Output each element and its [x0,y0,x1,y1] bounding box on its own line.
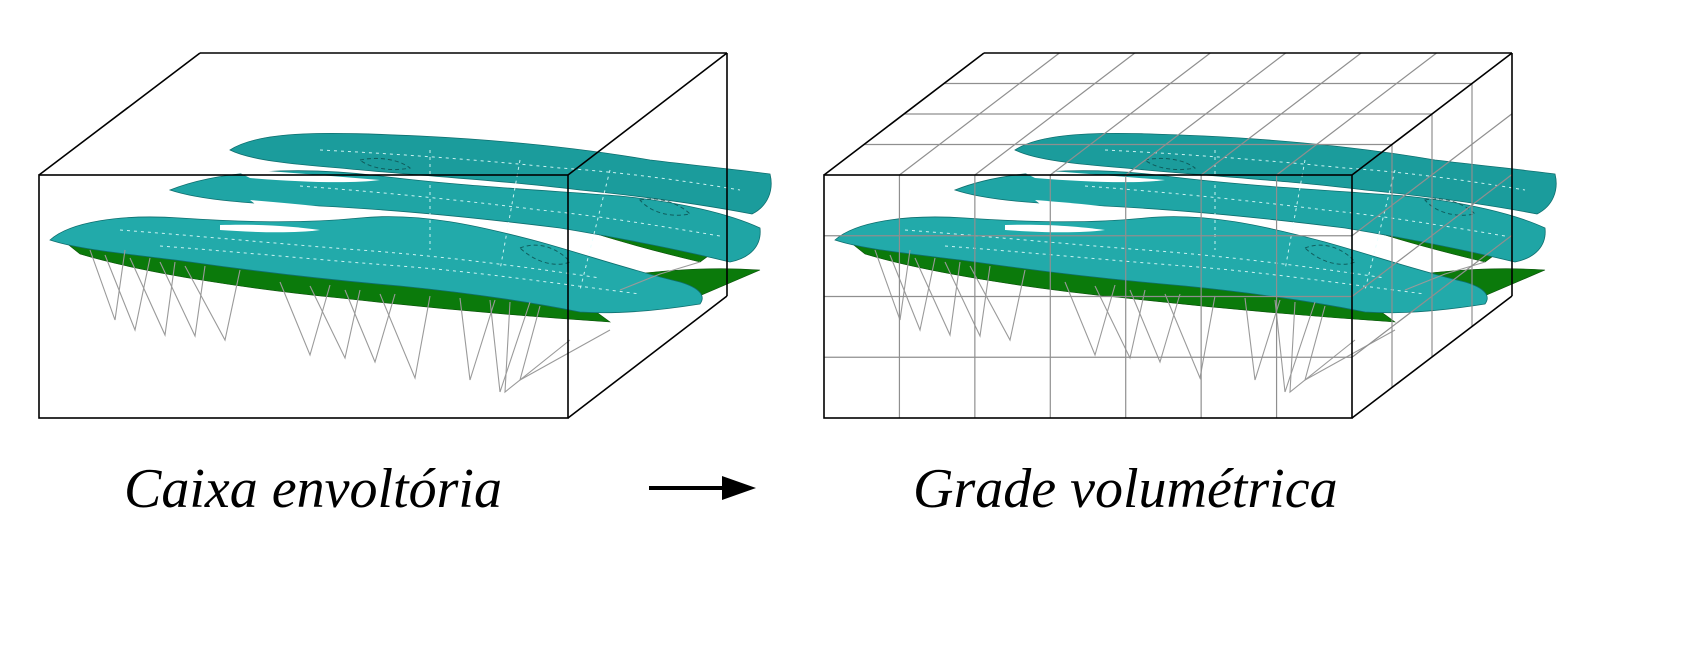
bounding-box-outline [38,52,728,419]
volumetric-grid-caption: Grade volumétrica [913,458,1338,520]
bounding-box-caption: Caixa envoltória [124,458,502,520]
right-arrow-icon [649,476,756,500]
geological-surfaces-gridded [834,132,1557,393]
bounding-box-panel [38,52,772,419]
volumetric-grid [824,52,1513,418]
volumetric-grid-panel [823,52,1557,419]
volumetric-grid-outline [823,52,1513,419]
geological-surfaces [49,132,772,393]
